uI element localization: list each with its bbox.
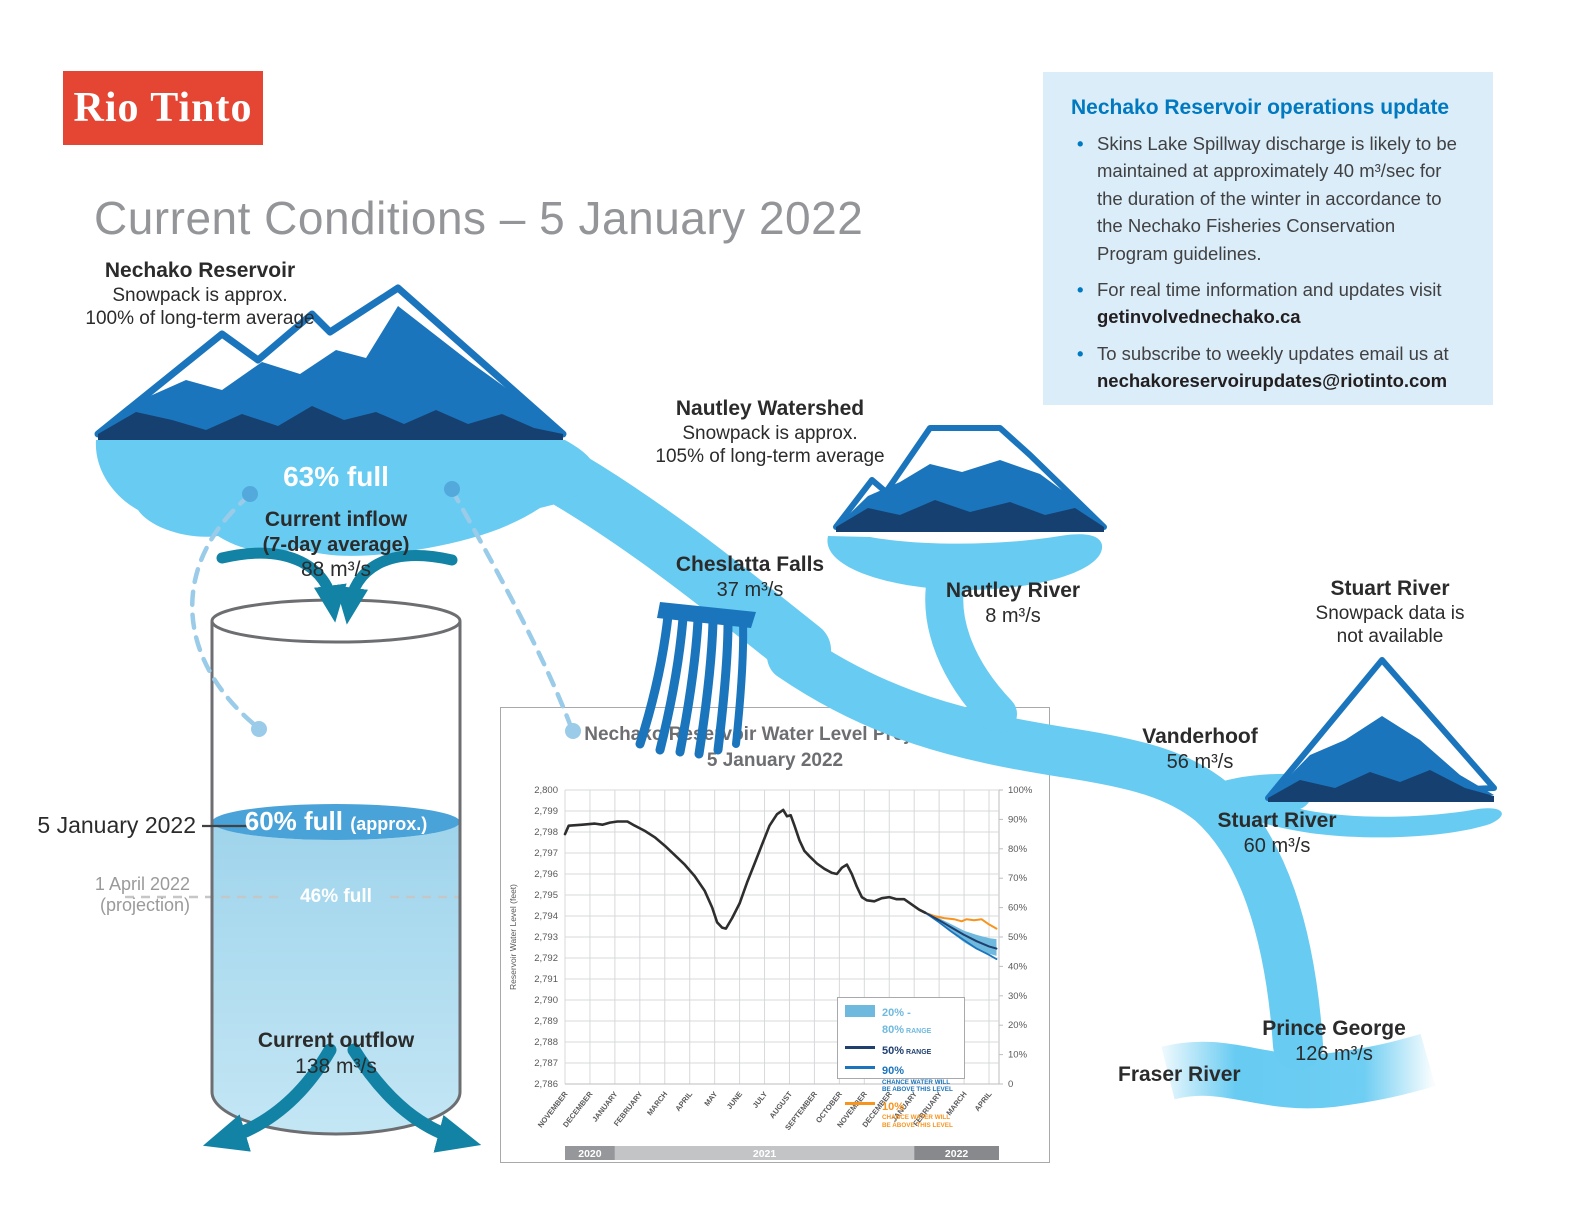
stuart-river-label: Stuart River 60 m³/s (1217, 809, 1337, 857)
projection-level-label: 46% full (300, 886, 372, 907)
svg-text:2,788: 2,788 (534, 1037, 558, 1048)
svg-text:2,797: 2,797 (534, 848, 558, 859)
cheslatta-falls-label: Cheslatta Falls 37 m³/s (675, 553, 825, 601)
svg-text:100%: 100% (1008, 785, 1033, 796)
stuart-mountain-ridge (1268, 770, 1494, 802)
svg-text:APRIL: APRIL (673, 1089, 694, 1113)
svg-text:2,794: 2,794 (534, 911, 558, 922)
svg-text:60%: 60% (1008, 903, 1028, 914)
rio-tinto-logo-text: Rio Tinto (73, 85, 253, 131)
operations-update-box: Nechako Reservoir operations update Skin… (1043, 72, 1493, 405)
stuart-mountain-snowfield (1268, 716, 1494, 798)
svg-text:2,787: 2,787 (534, 1058, 558, 1069)
water-level-projection-chart: Nechako Reservoir Water Level Projection… (500, 707, 1050, 1163)
svg-text:Reservoir Water Level (feet): Reservoir Water Level (feet) (508, 884, 518, 990)
operations-update-list: Skins Lake Spillway discharge is likely … (1071, 130, 1465, 394)
legend-swatch-p50 (845, 1045, 875, 1049)
connector-to-chart (449, 487, 574, 730)
svg-text:10%: 10% (1008, 1050, 1028, 1061)
svg-text:2,790: 2,790 (534, 995, 558, 1006)
connector-dot-lake-right (444, 481, 460, 497)
nautley-mountain-snowfield (836, 460, 1104, 527)
svg-text:JULY: JULY (751, 1090, 769, 1110)
svg-text:2,793: 2,793 (534, 932, 558, 943)
stuart-watershed-label: Stuart River Snowpack data is not availa… (1315, 577, 1465, 647)
svg-text:2,791: 2,791 (534, 974, 558, 985)
legend-swatch-p10 (845, 1101, 875, 1105)
operations-bullet-1: Skins Lake Spillway discharge is likely … (1077, 130, 1465, 267)
svg-text:80%: 80% (1008, 844, 1028, 855)
legend-item-10-chance: 10% CHANCE WATER WILL BE ABOVE THIS LEVE… (845, 1098, 957, 1129)
website-link[interactable]: getinvolvednechako.ca (1097, 306, 1301, 328)
connector-dot-cylinder (251, 721, 267, 737)
svg-text:50%: 50% (1008, 932, 1028, 943)
svg-text:2022: 2022 (945, 1148, 969, 1160)
projection-date-label: 1 April 2022 (projection) (94, 874, 190, 915)
svg-text:30%: 30% (1008, 991, 1028, 1002)
svg-text:20%: 20% (1008, 1020, 1028, 1031)
svg-text:2,796: 2,796 (534, 869, 558, 880)
cylinder-top-opening (210, 598, 462, 644)
svg-text:2,795: 2,795 (534, 890, 558, 901)
stuart-mountain-outline (1265, 657, 1497, 801)
prince-george-label: Prince George 126 m³/s (1262, 1017, 1406, 1065)
svg-text:2,786: 2,786 (534, 1079, 558, 1090)
current-outflow-label: Current outflow 138 m³/s (257, 1029, 415, 1078)
svg-text:2,800: 2,800 (534, 785, 558, 796)
svg-text:AUGUST: AUGUST (767, 1089, 794, 1120)
chart-legend: 20% - 80% RANGE 50% RANGE 90% CHANCE WATER… (837, 997, 965, 1129)
current-inflow-label: Current inflow (7-day average) 88 m³/s (262, 508, 410, 581)
nechako-mountain-ridge (98, 406, 563, 440)
operations-update-heading: Nechako Reservoir operations update (1071, 96, 1450, 119)
nautley-river-label: Nautley River 8 m³/s (945, 579, 1081, 627)
legend-item-20-80-range: 20% - 80% RANGE (845, 1004, 957, 1038)
svg-text:2,798: 2,798 (534, 827, 558, 838)
nechako-reservoir-label: Nechako Reservoir Snowpack is approx. 10… (85, 259, 315, 329)
svg-text:70%: 70% (1008, 873, 1028, 884)
current-level-label: 60% full (approx.) (244, 806, 428, 836)
svg-text:MAY: MAY (702, 1090, 719, 1108)
svg-text:40%: 40% (1008, 961, 1028, 972)
svg-text:90%: 90% (1008, 814, 1028, 825)
vanderhoof-label: Vanderhoof 56 m³/s (1142, 725, 1258, 773)
fraser-river-label: Fraser River (1118, 1063, 1241, 1086)
legend-item-50-range: 50% RANGE (845, 1042, 957, 1059)
svg-text:2021: 2021 (753, 1148, 777, 1160)
svg-text:APRIL: APRIL (973, 1089, 994, 1113)
svg-text:2,789: 2,789 (534, 1016, 558, 1027)
current-date-label: 5 January 2022 (37, 812, 196, 838)
svg-text:MARCH: MARCH (645, 1090, 669, 1118)
page-title: Current Conditions – 5 January 2022 (94, 192, 864, 244)
river-stuart (1193, 773, 1312, 822)
operations-bullet-2: For real time information and updates vi… (1077, 276, 1465, 331)
svg-text:2,792: 2,792 (534, 953, 558, 964)
nautley-watershed-label: Nautley Watershed Snowpack is approx. 10… (655, 397, 885, 467)
svg-text:0: 0 (1008, 1079, 1013, 1090)
nautley-mountain-ridge (836, 500, 1104, 532)
svg-text:2,799: 2,799 (534, 806, 558, 817)
rio-tinto-logo: Rio Tinto (63, 71, 263, 145)
cylinder-water (212, 822, 460, 1134)
reservoir-fill-label: 63% full (283, 461, 389, 492)
svg-text:JUNE: JUNE (725, 1090, 744, 1111)
legend-swatch-band (845, 1005, 875, 1017)
svg-text:2020: 2020 (578, 1148, 602, 1160)
legend-item-90-chance: 90% CHANCE WATER WILL BE ABOVE THIS LEVE… (845, 1062, 957, 1093)
email-link[interactable]: nechakoreservoirupdates@riotinto.com (1097, 370, 1448, 391)
legend-swatch-p90 (845, 1066, 875, 1070)
operations-bullet-3: To subscribe to weekly updates email us … (1077, 340, 1465, 395)
chart-plot: 2,786 2,787 2,788 2,789 2,790 2,791 2,792 2,793… (508, 785, 1033, 1160)
